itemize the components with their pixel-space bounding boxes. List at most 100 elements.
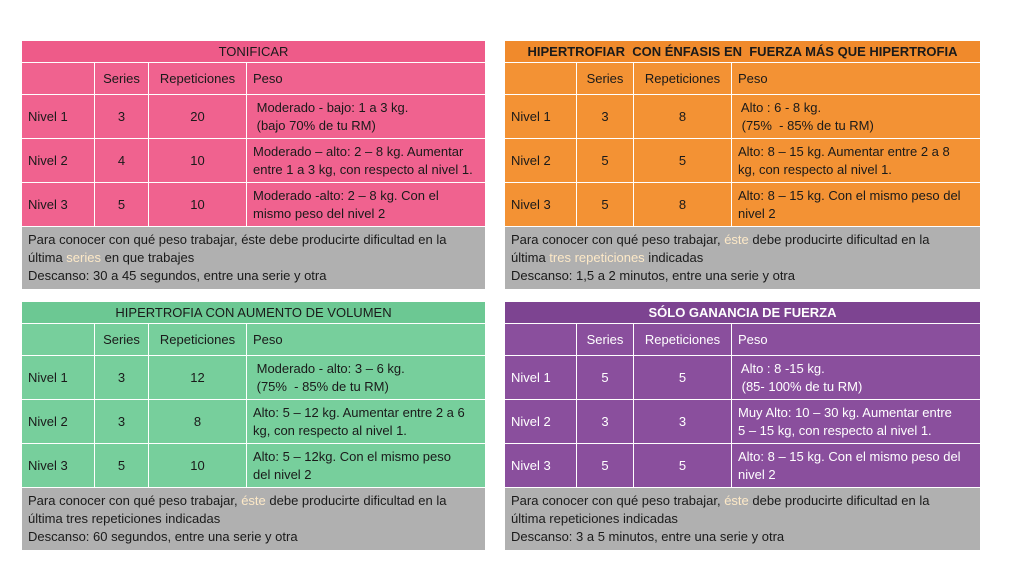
peso-line-1: Muy Alto: 10 – 30 kg. Aumentar entre	[738, 404, 952, 420]
table-row: Nivel 1 3 20 Moderado - bajo: 1 a 3 kg. …	[21, 94, 486, 139]
table-row: Nivel 2 4 10 Moderado – alto: 2 – 8 kg. …	[21, 138, 486, 183]
level-label: Nivel 1	[21, 94, 95, 139]
series-value: 5	[576, 443, 634, 488]
level-label: Nivel 2	[504, 399, 577, 444]
level-label: Nivel 2	[504, 138, 577, 183]
peso-line-1: Moderado -alto: 2 – 8 kg. Con el	[253, 187, 439, 203]
header-empty	[504, 323, 577, 356]
peso-value: Moderado - bajo: 1 a 3 kg. (bajo 70% de …	[246, 94, 486, 139]
footer-line-2b: en que trabajes	[100, 250, 195, 265]
peso-line-2: (bajo 70% de tu RM)	[253, 117, 376, 133]
header-empty	[21, 323, 95, 356]
header-repeticiones: Repeticiones	[633, 62, 732, 95]
footer-rest: Descanso: 60 segundos, entre una serie y…	[28, 529, 298, 544]
table-row: Nivel 3 5 8 Alto: 8 – 15 kg. Con el mism…	[504, 182, 981, 227]
header-peso: Peso	[731, 323, 981, 356]
series-value: 5	[576, 355, 634, 400]
peso-value: Moderado – alto: 2 – 8 kg. Aumentar entre…	[246, 138, 486, 183]
footer-highlight: series	[66, 250, 101, 265]
reps-value: 10	[148, 182, 247, 227]
peso-value: Alto : 8 -15 kg. (85- 100% de tu RM)	[731, 355, 981, 400]
table-title: TONIFICAR	[21, 40, 486, 63]
series-value: 3	[94, 399, 149, 444]
peso-line-1: Alto : 8 -15 kg.	[738, 360, 825, 376]
reps-value: 5	[633, 355, 732, 400]
footer-highlight: éste	[241, 493, 266, 508]
peso-value: Alto: 5 – 12 kg. Aumentar entre 2 a 6 kg,…	[246, 399, 486, 444]
table-row: Nivel 1 5 5 Alto : 8 -15 kg. (85- 100% d…	[504, 355, 981, 400]
table-title: SÓLO GANANCIA DE FUERZA	[504, 301, 981, 324]
peso-line-1: Alto: 8 – 15 kg. Con el mismo peso del	[738, 448, 961, 464]
footer-highlight: éste	[724, 232, 749, 247]
header-peso: Peso	[731, 62, 981, 95]
peso-line-2: entre 1 a 3 kg, con respecto al nivel 1.	[253, 161, 473, 177]
reps-value: 5	[633, 138, 732, 183]
reps-value: 3	[633, 399, 732, 444]
peso-line-1: Alto : 6 - 8 kg.	[738, 99, 822, 115]
footer-line-2a: última	[28, 250, 67, 265]
table-footer-note: Para conocer con qué peso trabajar, éste…	[21, 487, 486, 551]
reps-value: 8	[148, 399, 247, 444]
footer-line-1a: Para conocer con qué peso trabajar,	[28, 493, 242, 508]
level-label: Nivel 3	[21, 182, 95, 227]
peso-line-1: Moderado – alto: 2 – 8 kg. Aumentar	[253, 143, 464, 159]
table-title: HIPERTROFIA CON AUMENTO DE VOLUMEN	[21, 301, 486, 324]
table-row: Nivel 3 5 10 Alto: 5 – 12kg. Con el mism…	[21, 443, 486, 488]
footer-line-2a: última	[511, 250, 550, 265]
table-title: HIPERTROFIAR CON ÉNFASIS EN FUERZA MÁS Q…	[504, 40, 981, 63]
peso-line-1: Alto: 8 – 15 kg. Aumentar entre 2 a 8	[738, 143, 950, 159]
series-value: 5	[576, 138, 634, 183]
table-row: Nivel 3 5 10 Moderado -alto: 2 – 8 kg. C…	[21, 182, 486, 227]
table-row: Nivel 3 5 5 Alto: 8 – 15 kg. Con el mism…	[504, 443, 981, 488]
header-series: Series	[576, 62, 634, 95]
peso-value: Moderado -alto: 2 – 8 kg. Con el mismo pe…	[246, 182, 486, 227]
peso-value: Alto: 8 – 15 kg. Aumentar entre 2 a 8 kg,…	[731, 138, 981, 183]
peso-line-1: Alto: 8 – 15 kg. Con el mismo peso del	[738, 187, 961, 203]
reps-value: 8	[633, 94, 732, 139]
series-value: 3	[94, 355, 149, 400]
hipertrofiar-fuerza-table: HIPERTROFIAR CON ÉNFASIS EN FUERZA MÁS Q…	[504, 40, 981, 290]
level-label: Nivel 3	[21, 443, 95, 488]
reps-value: 10	[148, 138, 247, 183]
table-row: Nivel 1 3 8 Alto : 6 - 8 kg. (75% - 85% …	[504, 94, 981, 139]
peso-value: Alto : 6 - 8 kg. (75% - 85% de tu RM)	[731, 94, 981, 139]
header-repeticiones: Repeticiones	[633, 323, 732, 356]
series-value: 5	[576, 182, 634, 227]
header-series: Series	[94, 62, 149, 95]
series-value: 3	[576, 94, 634, 139]
level-label: Nivel 3	[504, 182, 577, 227]
footer-line-1b: debe producirte dificultad en la	[748, 232, 930, 247]
peso-line-2: del nivel 2	[253, 466, 312, 482]
peso-value: Muy Alto: 10 – 30 kg. Aumentar entre 5 – …	[731, 399, 981, 444]
reps-value: 10	[148, 443, 247, 488]
series-value: 3	[94, 94, 149, 139]
ganancia-fuerza-table: SÓLO GANANCIA DE FUERZA Series Repeticio…	[504, 301, 981, 551]
peso-line-1: Moderado - alto: 3 – 6 kg.	[253, 360, 405, 376]
footer-line-2: última repeticiones indicadas	[511, 511, 678, 526]
footer-line-2b: indicadas	[644, 250, 704, 265]
series-value: 5	[94, 443, 149, 488]
table-row: Nivel 2 3 8 Alto: 5 – 12 kg. Aumentar en…	[21, 399, 486, 444]
level-label: Nivel 2	[21, 138, 95, 183]
footer-highlight: tres repeticiones	[549, 250, 645, 265]
peso-value: Alto: 8 – 15 kg. Con el mismo peso del ni…	[731, 182, 981, 227]
header-repeticiones: Repeticiones	[148, 323, 247, 356]
level-label: Nivel 1	[504, 94, 577, 139]
table-row: Nivel 1 3 12 Moderado - alto: 3 – 6 kg. …	[21, 355, 486, 400]
footer-rest: Descanso: 3 a 5 minutos, entre una serie…	[511, 529, 785, 544]
reps-value: 8	[633, 182, 732, 227]
table-footer-note: Para conocer con qué peso trabajar, éste…	[504, 226, 981, 290]
peso-line-2: (85- 100% de tu RM)	[738, 378, 863, 394]
header-repeticiones: Repeticiones	[148, 62, 247, 95]
table-footer-note: Para conocer con qué peso trabajar, éste…	[504, 487, 981, 551]
header-peso: Peso	[246, 323, 486, 356]
peso-value: Alto: 5 – 12kg. Con el mismo peso del niv…	[246, 443, 486, 488]
footer-line-1a: Para conocer con qué peso trabajar,	[511, 232, 725, 247]
level-label: Nivel 1	[21, 355, 95, 400]
level-label: Nivel 1	[504, 355, 577, 400]
header-peso: Peso	[246, 62, 486, 95]
peso-line-2: 5 – 15 kg, con respecto al nivel 1.	[738, 422, 932, 438]
reps-value: 20	[148, 94, 247, 139]
reps-value: 5	[633, 443, 732, 488]
peso-value: Moderado - alto: 3 – 6 kg. (75% - 85% de…	[246, 355, 486, 400]
